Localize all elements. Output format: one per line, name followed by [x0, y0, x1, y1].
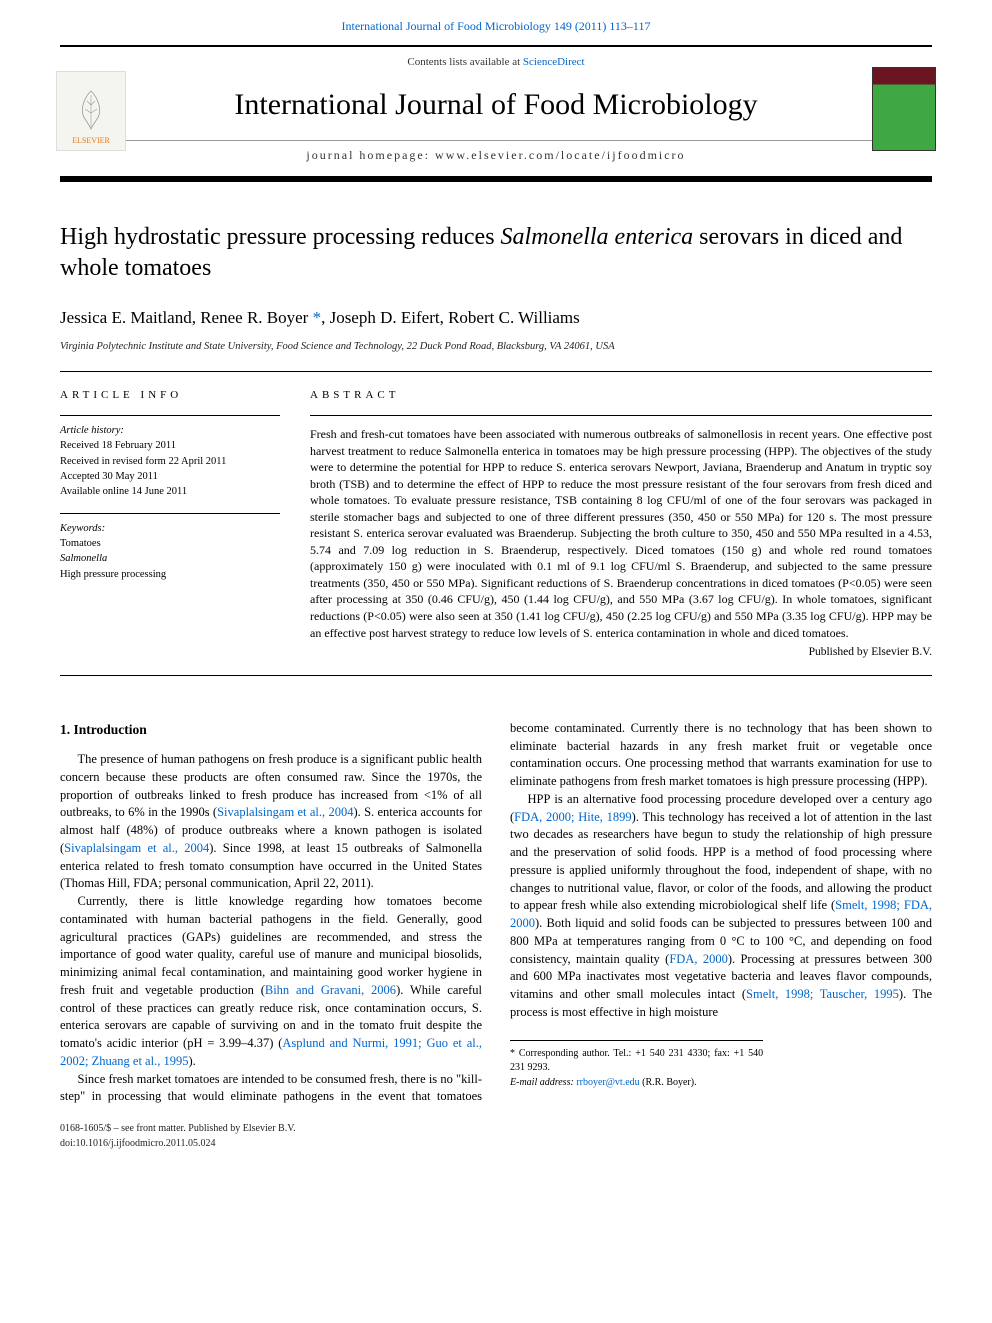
title-species-name: Salmonella enterica [501, 224, 694, 250]
email-link[interactable]: rrboyer@vt.edu [576, 1077, 639, 1088]
article-info-column: article info Article history: Received 1… [60, 388, 280, 661]
section-heading: 1. Introduction [60, 720, 482, 739]
footer-metadata: 0168-1605/$ – see front matter. Publishe… [0, 1116, 992, 1172]
citation-link[interactable]: International Journal of Food Microbiolo… [342, 19, 651, 33]
abstract-column: abstract Fresh and fresh-cut tomatoes ha… [310, 388, 932, 661]
citation-header: International Journal of Food Microbiolo… [0, 0, 992, 45]
divider [60, 675, 932, 676]
citation-link[interactable]: Bihn and Gravani, 2006 [265, 983, 396, 997]
keywords-label: Keywords: [60, 522, 280, 536]
accepted-date: Accepted 30 May 2011 [60, 470, 280, 484]
issn-line: 0168-1605/$ – see front matter. Publishe… [60, 1122, 932, 1136]
keyword: Tomatoes [60, 537, 280, 551]
corresponding-author-footnote: * Corresponding author. Tel.: +1 540 231… [510, 1040, 763, 1091]
elsevier-logo: ELSEVIER [56, 71, 126, 151]
citation-link[interactable]: Smelt, 1998; Tauscher, 1995 [746, 987, 899, 1001]
corr-author-contact: * Corresponding author. Tel.: +1 540 231… [510, 1047, 763, 1075]
journal-title: International Journal of Food Microbiolo… [60, 74, 932, 140]
citation-link[interactable]: FDA, 2000; Hite, 1899 [514, 810, 632, 824]
author-list: Jessica E. Maitland, Renee R. Boyer *, J… [60, 306, 932, 330]
divider [310, 415, 932, 416]
body-paragraph: HPP is an alternative food processing pr… [510, 791, 932, 1022]
article-body: 1. Introduction The presence of human pa… [0, 696, 992, 1116]
doi-line: doi:10.1016/j.ijfoodmicro.2011.05.024 [60, 1137, 932, 1151]
keywords-block: Keywords: Tomatoes Salmonella High press… [60, 514, 280, 582]
article-history-block: Article history: Received 18 February 20… [60, 416, 280, 499]
body-paragraph: Currently, there is little knowledge reg… [60, 893, 482, 1071]
authors-pre-corr: Jessica E. Maitland, Renee R. Boyer [60, 308, 313, 327]
abstract-text: Fresh and fresh-cut tomatoes have been a… [310, 426, 932, 641]
journal-header-box: ELSEVIER Contents lists available at Sci… [60, 45, 932, 176]
contents-available-line: Contents lists available at ScienceDirec… [60, 47, 932, 74]
citation-link[interactable]: Sivaplalsingam et al., 2004 [64, 841, 209, 855]
contents-prefix: Contents lists available at [407, 56, 522, 68]
sciencedirect-link[interactable]: ScienceDirect [523, 56, 585, 68]
authors-rest: , Joseph D. Eifert, Robert C. Williams [321, 308, 580, 327]
article-front-matter: High hydrostatic pressure processing red… [0, 182, 992, 696]
email-person: (R.R. Boyer). [642, 1077, 696, 1088]
author-affiliation: Virginia Polytechnic Institute and State… [60, 340, 932, 355]
citation-link[interactable]: FDA, 2000 [669, 952, 728, 966]
title-part-1: High hydrostatic pressure processing red… [60, 224, 501, 250]
publisher-line: Published by Elsevier B.V. [310, 645, 932, 661]
revised-date: Received in revised form 22 April 2011 [60, 455, 280, 469]
info-abstract-row: article info Article history: Received 1… [60, 372, 932, 675]
elsevier-tree-icon [71, 87, 111, 133]
history-label: Article history: [60, 424, 280, 438]
citation-link[interactable]: Sivaplalsingam et al., 2004 [217, 805, 353, 819]
article-title: High hydrostatic pressure processing red… [60, 222, 932, 284]
abstract-heading: abstract [310, 388, 932, 403]
email-label: E-mail address: [510, 1077, 574, 1088]
journal-homepage-line: journal homepage: www.elsevier.com/locat… [60, 140, 932, 176]
keyword: Salmonella [60, 552, 280, 566]
body-paragraph: The presence of human pathogens on fresh… [60, 751, 482, 893]
online-date: Available online 14 June 2011 [60, 485, 280, 499]
journal-cover-thumbnail [872, 67, 936, 151]
corr-author-email-line: E-mail address: rrboyer@vt.edu (R.R. Boy… [510, 1076, 763, 1090]
article-info-heading: article info [60, 388, 280, 403]
keyword: High pressure processing [60, 568, 280, 582]
corresponding-author-mark[interactable]: * [313, 308, 322, 327]
elsevier-label: ELSEVIER [72, 135, 110, 146]
received-date: Received 18 February 2011 [60, 439, 280, 453]
